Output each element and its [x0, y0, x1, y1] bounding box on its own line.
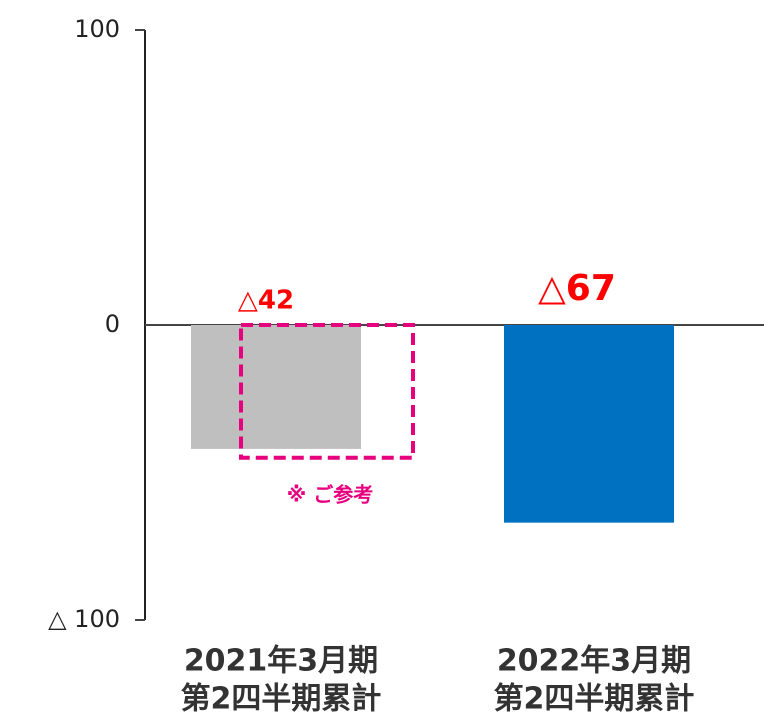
bar — [191, 325, 361, 449]
x-tick-label: 第2四半期累計 — [494, 682, 695, 717]
annotation: ※ ご参考 — [287, 483, 373, 507]
reference-box — [239, 323, 415, 460]
y-tick-label: 0 — [105, 310, 120, 338]
x-tick-label: 2021年3月期 — [184, 644, 378, 679]
x-tick-label: 第2四半期累計 — [181, 682, 382, 717]
value-label: △42 — [238, 286, 294, 316]
bar — [504, 325, 674, 523]
value-label: △67 — [538, 268, 616, 309]
y-tick-label: △ 100 — [48, 605, 120, 633]
x-tick-label: 2022年3月期 — [497, 644, 691, 679]
y-tick-label: 100 — [74, 15, 120, 43]
